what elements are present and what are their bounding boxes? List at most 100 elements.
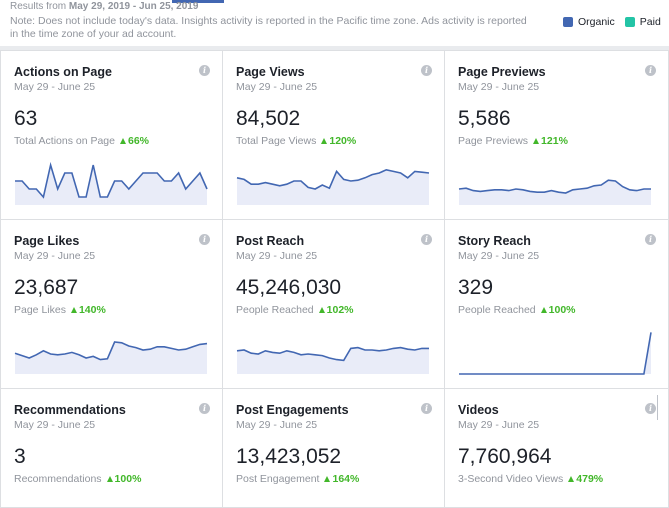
card-title: Page Likes bbox=[14, 234, 80, 248]
arrow-up-icon bbox=[106, 476, 113, 482]
card-title: Actions on Page bbox=[14, 65, 112, 79]
card-dates: May 29 - June 25 bbox=[14, 419, 96, 431]
arrow-up-icon bbox=[321, 138, 328, 144]
sparkline-chart[interactable] bbox=[236, 326, 429, 374]
card-sub-label: 3-Second Video Views bbox=[458, 473, 564, 485]
arrow-up-icon bbox=[533, 138, 540, 144]
scrollbar[interactable] bbox=[657, 395, 664, 420]
arrow-up-icon bbox=[70, 307, 77, 313]
sparkline-chart[interactable] bbox=[14, 326, 208, 374]
card-value: 3 bbox=[14, 445, 26, 468]
card-value: 63 bbox=[14, 107, 38, 130]
organic-swatch bbox=[563, 17, 573, 27]
info-icon[interactable]: i bbox=[645, 234, 656, 245]
sparkline-chart[interactable] bbox=[15, 157, 208, 205]
card-value: 7,760,964 bbox=[458, 445, 552, 468]
card-title: Page Previews bbox=[458, 65, 546, 79]
change-value: 66% bbox=[128, 135, 150, 147]
card-page-likes[interactable]: Page Likes May 29 - June 25 i 23,687 Pag… bbox=[0, 219, 223, 389]
card-value: 84,502 bbox=[236, 107, 301, 130]
card-subtitle: Recommendations 100% bbox=[14, 473, 141, 485]
sparkline-area bbox=[15, 342, 207, 374]
change-value: 120% bbox=[329, 135, 357, 147]
sparkline-area bbox=[459, 180, 651, 205]
card-subtitle: Total Actions on Page 66% bbox=[14, 135, 149, 147]
change-indicator: 66% bbox=[120, 135, 149, 147]
card-value: 5,586 bbox=[458, 107, 511, 130]
change-indicator: 164% bbox=[324, 473, 359, 485]
sparkline-chart[interactable] bbox=[458, 157, 651, 205]
card-dates: May 29 - June 25 bbox=[458, 419, 540, 431]
change-value: 102% bbox=[326, 304, 354, 316]
info-icon[interactable]: i bbox=[645, 65, 656, 76]
info-icon[interactable]: i bbox=[645, 403, 656, 414]
card-subtitle: Page Previews 121% bbox=[458, 135, 568, 147]
sparkline-organic-line bbox=[236, 346, 429, 362]
paid-swatch bbox=[624, 17, 635, 27]
arrow-up-icon bbox=[568, 476, 575, 482]
card-post-engagements[interactable]: Post Engagements May 29 - June 25 i 13,4… bbox=[222, 388, 445, 508]
card-page-views[interactable]: Page Views May 29 - June 25 i 84,502 Tot… bbox=[222, 50, 445, 220]
card-story-reach[interactable]: Story Reach May 29 - June 25 i 329 Peopl… bbox=[444, 219, 669, 389]
card-sub-label: Page Likes bbox=[14, 304, 66, 316]
sparkline-organic-line bbox=[14, 341, 208, 361]
change-value: 140% bbox=[78, 304, 106, 316]
sparkline-chart[interactable] bbox=[459, 326, 652, 375]
sparkline-organic-line bbox=[458, 179, 651, 194]
card-subtitle: 3-Second Video Views 479% bbox=[458, 473, 603, 485]
card-dates: May 29 - June 25 bbox=[236, 250, 318, 262]
sparkline-organic-line bbox=[15, 161, 208, 199]
card-value: 45,246,030 bbox=[236, 276, 342, 299]
info-icon[interactable]: i bbox=[421, 403, 432, 414]
change-indicator: 121% bbox=[533, 135, 568, 147]
results-range: Results from May 29, 2019 - Jun 25, 2019 bbox=[10, 2, 199, 12]
card-subtitle: Total Page Views 120% bbox=[236, 135, 356, 147]
card-sub-label: People Reached bbox=[458, 304, 536, 316]
timezone-note: Note: Does not include today's data. Ins… bbox=[10, 15, 527, 40]
card-title: Recommendations bbox=[14, 403, 126, 417]
info-icon[interactable]: i bbox=[199, 234, 210, 245]
arrow-up-icon bbox=[318, 307, 325, 313]
card-title: Page Views bbox=[236, 65, 305, 79]
info-icon[interactable]: i bbox=[199, 403, 210, 414]
change-value: 100% bbox=[548, 304, 576, 316]
card-sub-label: Page Previews bbox=[458, 135, 529, 147]
card-recommendations[interactable]: Recommendations May 29 - June 25 i 3 Rec… bbox=[0, 388, 223, 508]
card-subtitle: People Reached 102% bbox=[236, 304, 354, 316]
card-dates: May 29 - June 25 bbox=[236, 81, 318, 93]
legend: Organic Paid bbox=[563, 16, 661, 28]
sparkline-area bbox=[15, 165, 207, 205]
card-value: 329 bbox=[458, 276, 494, 299]
arrow-up-icon bbox=[324, 476, 331, 482]
card-title: Story Reach bbox=[458, 234, 531, 248]
info-icon[interactable]: i bbox=[421, 65, 432, 76]
header-area: Results from May 29, 2019 - Jun 25, 2019… bbox=[0, 0, 669, 46]
legend-organic[interactable]: Organic bbox=[563, 16, 615, 28]
info-icon[interactable]: i bbox=[199, 65, 210, 76]
card-dates: May 29 - June 25 bbox=[14, 250, 96, 262]
card-subtitle: Post Engagement 164% bbox=[236, 473, 359, 485]
sparkline-area bbox=[237, 169, 429, 205]
change-indicator: 102% bbox=[318, 304, 354, 316]
legend-paid[interactable]: Paid bbox=[624, 16, 661, 28]
info-icon[interactable]: i bbox=[421, 234, 432, 245]
card-dates: May 29 - June 25 bbox=[458, 81, 540, 93]
card-dates: May 29 - June 25 bbox=[236, 419, 318, 431]
sparkline-chart[interactable] bbox=[236, 157, 430, 205]
card-videos[interactable]: Videos May 29 - June 25 i 7,760,964 3-Se… bbox=[444, 388, 669, 508]
insights-grid: Actions on Page May 29 - June 25 i 63 To… bbox=[0, 50, 669, 508]
card-value: 13,423,052 bbox=[236, 445, 342, 468]
change-value: 100% bbox=[114, 473, 142, 485]
arrow-up-icon bbox=[120, 138, 126, 144]
card-sub-label: Total Page Views bbox=[236, 135, 317, 147]
card-sub-label: Total Actions on Page bbox=[14, 135, 115, 147]
card-actions-on-page[interactable]: Actions on Page May 29 - June 25 i 63 To… bbox=[0, 50, 223, 220]
card-page-previews[interactable]: Page Previews May 29 - June 25 i 5,586 P… bbox=[444, 50, 669, 220]
card-dates: May 29 - June 25 bbox=[14, 81, 96, 93]
card-post-reach[interactable]: Post Reach May 29 - June 25 i 45,246,030… bbox=[222, 219, 445, 389]
change-indicator: 100% bbox=[106, 473, 142, 485]
card-sub-label: Recommendations bbox=[14, 473, 102, 485]
card-value: 23,687 bbox=[14, 276, 79, 299]
card-title: Post Reach bbox=[236, 234, 305, 248]
change-indicator: 100% bbox=[540, 304, 576, 316]
